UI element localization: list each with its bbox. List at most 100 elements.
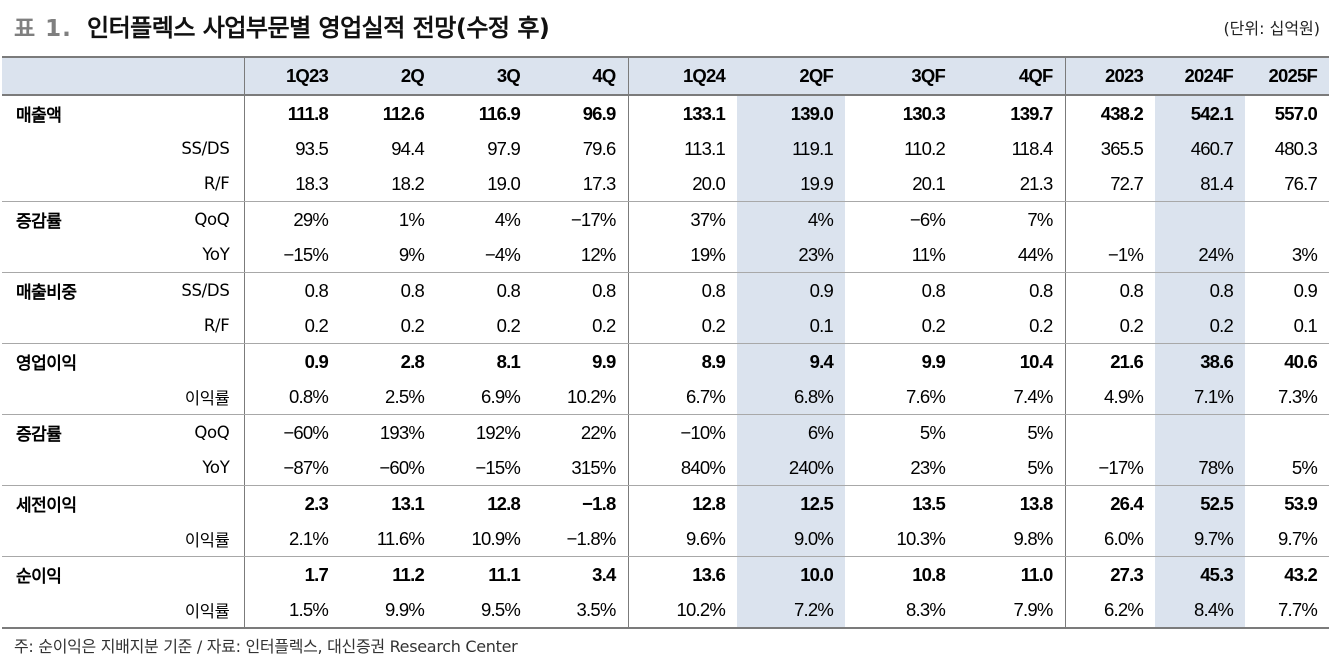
value-cell: 2.8 <box>400 350 425 372</box>
value-cell: 26.4 <box>1064 485 1155 521</box>
value-cell: 112.6 <box>382 102 425 124</box>
row-sub-label: R/F <box>114 166 244 202</box>
column-header-2q: 2Q <box>340 56 436 96</box>
value-cell: 0.8 <box>243 272 340 308</box>
value-cell: 11.2 <box>392 563 425 585</box>
value-cell: 365.5 <box>1064 131 1155 166</box>
value-cell: 19.0 <box>436 166 532 202</box>
value-cell <box>1245 415 1329 451</box>
value-cell: 0.8% <box>243 379 340 415</box>
value-cell: 0.8 <box>921 279 946 301</box>
value-cell: 0.8 <box>496 279 521 301</box>
row-sub-label <box>114 557 244 593</box>
value-cell: 8.3% <box>845 592 957 629</box>
value-cell: 38.6 <box>1155 343 1245 379</box>
value-cell: −4% <box>436 237 532 273</box>
value-cell: 0.9 <box>737 272 845 308</box>
value-cell: 21.3 <box>957 166 1065 202</box>
value-cell: 193% <box>379 421 425 443</box>
value-cell: −60% <box>340 450 436 486</box>
value-cell: 9.7% <box>1155 521 1245 557</box>
value-cell: 8.4% <box>1155 592 1245 629</box>
column-header-2024f: 2024F <box>1155 56 1245 96</box>
value-cell: 10.3% <box>845 521 957 557</box>
value-cell: 11.0 <box>1020 563 1054 585</box>
value-cell: 4% <box>494 208 521 230</box>
title-row: 표 1. 인터플렉스 사업부문별 영업실적 전망(수정 후) (단위: 십억원) <box>14 6 1320 42</box>
table-row: 순이익 1.7 11.2 11.1 3.4 13.6 10.0 10.8 11.0 27.3 45.… <box>2 556 1329 593</box>
row-sub-label <box>114 486 244 522</box>
table-row: YoY −87% −60% −15% 315% 840% 240% 23% 5% −17% 78% 5… <box>2 450 1329 486</box>
value-cell: 40.6 <box>1284 350 1318 372</box>
value-cell: 192% <box>475 421 521 443</box>
value-cell: 0.8 <box>592 279 616 301</box>
value-cell: 6.0% <box>1064 521 1155 557</box>
value-cell: 7.6% <box>845 379 957 415</box>
table-row: 증감률 QoQ 29% 1% 4% −17% 37% 4% −6% 7% <box>2 201 1329 238</box>
value-cell <box>1155 201 1245 237</box>
value-cell: 19% <box>627 237 737 273</box>
value-cell: 52.5 <box>1155 485 1245 521</box>
column-header-2025f: 2025F <box>1245 56 1329 96</box>
value-cell: 5% <box>919 421 946 443</box>
row-sub-label <box>114 344 244 380</box>
header-row: 1Q23 2Q 3Q 4Q 1Q24 2QF 3QF 4QF 2023 2024F 2025F <box>2 56 1329 96</box>
header-corner-cell <box>114 56 244 96</box>
table-row: 이익률 1.5% 9.9% 9.5% 3.5% 10.2% 7.2% 8.3% 7.9% 6.2%… <box>2 592 1329 629</box>
value-cell: 315% <box>532 450 628 486</box>
table-row: 매출비중 SS/DS 0.8 0.8 0.8 0.8 0.8 0.9 0.8 0.8 0.8 0.8 0… <box>2 272 1329 308</box>
value-cell: 79.6 <box>582 137 617 159</box>
column-header-3qf: 3QF <box>845 56 957 96</box>
value-cell: 13.8 <box>1019 492 1054 514</box>
table-row: 세전이익 2.3 13.1 12.8 −1.8 12.8 12.5 13.5 13.8 26.4 5… <box>2 485 1329 522</box>
value-cell: 0.8 <box>1029 279 1053 301</box>
value-cell: 480.3 <box>1274 137 1318 159</box>
row-category-label <box>2 592 114 629</box>
value-cell <box>1245 202 1329 238</box>
value-cell: 840% <box>627 450 737 486</box>
value-cell: 0.2 <box>340 308 436 344</box>
value-cell: 113.1 <box>627 131 737 166</box>
value-cell: 20.0 <box>627 166 737 202</box>
column-header-2qf: 2QF <box>737 56 845 96</box>
table-row: SS/DS 93.5 94.4 97.9 79.6 113.1 119.1 110.2 118.… <box>2 131 1329 166</box>
row-sub-label: 이익률 <box>114 592 244 629</box>
value-cell: 4.9% <box>1064 379 1155 415</box>
value-cell: 27.3 <box>1064 556 1155 592</box>
value-cell: 9.9% <box>340 592 436 629</box>
value-cell: −1.8% <box>532 521 628 557</box>
value-cell: 13.1 <box>391 492 425 514</box>
row-sub-label: SS/DS <box>181 281 230 300</box>
value-cell: 0.2 <box>845 308 957 344</box>
row-sub-label: 이익률 <box>114 521 244 557</box>
value-cell: 119.1 <box>737 131 845 166</box>
table-row: 매출액 111.8 112.6 116.9 96.9 133.1 139.0 130.3 139… <box>2 95 1329 131</box>
value-cell: 7.1% <box>1155 379 1245 415</box>
value-cell: 0.8 <box>400 279 425 301</box>
value-cell: 11.6% <box>340 521 436 557</box>
column-header-4qf: 4QF <box>957 56 1065 96</box>
row-sub-label: R/F <box>114 308 244 344</box>
row-category-label: 증감률 <box>16 425 62 445</box>
value-cell: 240% <box>737 450 845 486</box>
value-cell: 5% <box>957 450 1065 486</box>
value-cell: 17.3 <box>532 166 628 202</box>
value-cell: 7.2% <box>737 592 845 629</box>
row-category-label <box>2 308 114 344</box>
value-cell: 7.3% <box>1245 379 1329 415</box>
value-cell: 12.5 <box>737 485 845 521</box>
row-sub-label: YoY <box>114 237 244 273</box>
value-cell: 0.9 <box>1293 279 1318 301</box>
value-cell: 78% <box>1155 450 1245 486</box>
row-category-label <box>2 521 114 557</box>
row-category-label: 매출비중 <box>16 283 77 303</box>
row-category-label <box>2 166 114 202</box>
row-sub-label: YoY <box>114 450 244 486</box>
value-cell: 3.5% <box>532 592 628 629</box>
column-header-2023: 2023 <box>1064 56 1155 96</box>
value-cell: 10.2% <box>532 379 628 415</box>
value-cell: 438.2 <box>1064 95 1155 131</box>
value-cell: 139.7 <box>1010 102 1053 124</box>
table-row: 이익률 2.1% 11.6% 10.9% −1.8% 9.6% 9.0% 10.3% 9.8% 6… <box>2 521 1329 557</box>
value-cell: 7.9% <box>957 592 1065 629</box>
